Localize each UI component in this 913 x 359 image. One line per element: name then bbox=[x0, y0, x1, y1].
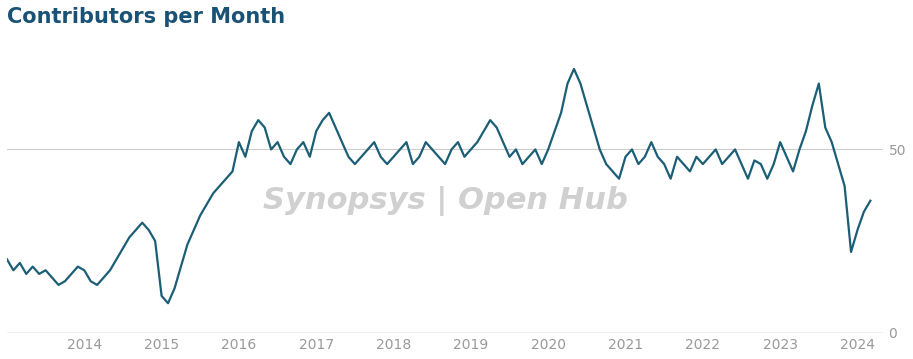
Text: Synopsys | Open Hub: Synopsys | Open Hub bbox=[263, 186, 627, 216]
Text: Contributors per Month: Contributors per Month bbox=[7, 7, 285, 27]
